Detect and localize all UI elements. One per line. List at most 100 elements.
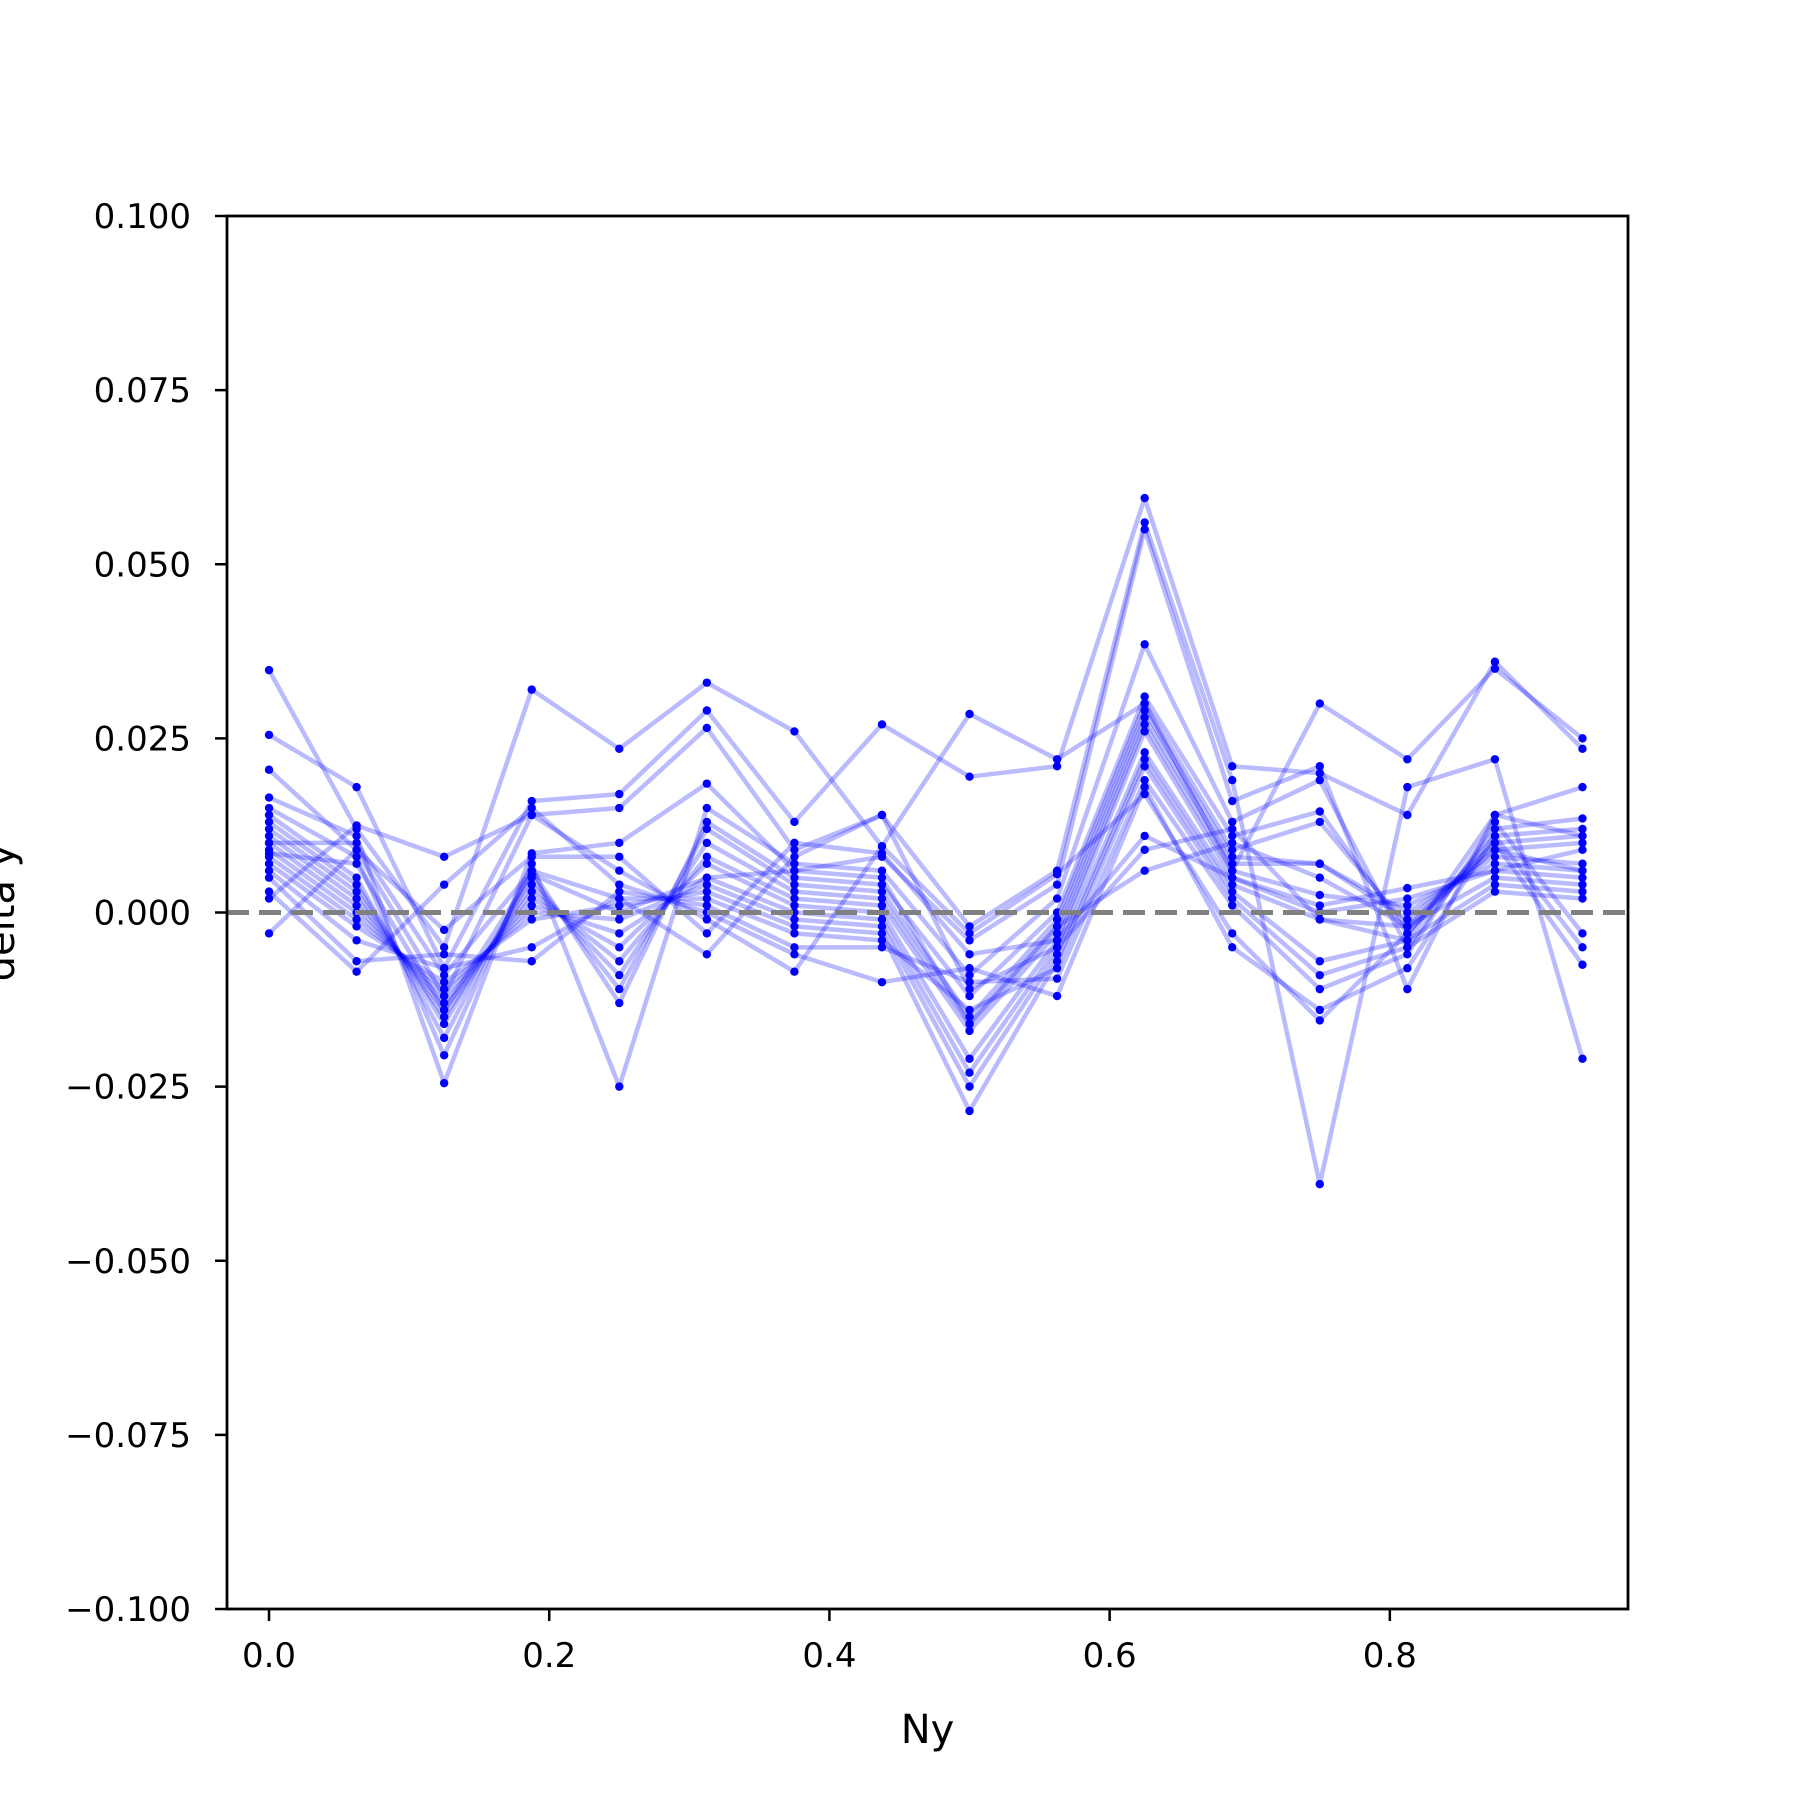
series-17-point-11 <box>1140 789 1149 799</box>
series-18-point-6 <box>702 929 712 938</box>
series-14-point-11 <box>1140 762 1149 771</box>
series-20-point-2 <box>352 859 361 868</box>
series-3-point-6 <box>702 723 712 733</box>
series-5-point-7 <box>790 859 799 868</box>
series-20-point-16 <box>1578 866 1587 875</box>
series-11-point-5 <box>615 929 624 938</box>
series-20-point-13 <box>1315 873 1324 882</box>
series-2-point-15 <box>1490 657 1500 666</box>
series-18-point-4 <box>527 852 536 861</box>
series-6-point-6 <box>702 817 712 827</box>
series-7-point-12 <box>1228 845 1237 855</box>
series-8-point-11 <box>1140 706 1149 715</box>
series-14-point-6 <box>702 894 712 903</box>
series-line-14 <box>267 763 1583 1013</box>
series-6-point-7 <box>790 873 799 882</box>
series-15-point-16 <box>1578 929 1587 938</box>
series-5-point-15 <box>1490 824 1500 834</box>
axes-layer: 0.0 0.2 0.4 0.6 0.8 0.100 0.075 0.050 0.025 0.000… <box>65 197 1630 1676</box>
series-2-point-1 <box>264 730 274 740</box>
series-18-point-9 <box>965 950 974 959</box>
series-3-point-5 <box>615 803 624 813</box>
series-16-point-8 <box>877 977 887 987</box>
series-12-point-3 <box>439 984 449 994</box>
series-5-point-9 <box>965 970 974 980</box>
series-12-point-10 <box>1052 950 1062 959</box>
series-15-point-2 <box>352 957 361 966</box>
series-12-point-6 <box>702 880 712 889</box>
y-tick-label: 0.075 <box>94 371 191 411</box>
x-tick-label: 0.2 <box>522 1636 576 1676</box>
series-4-point-11 <box>1140 525 1149 534</box>
series-17-point-9 <box>965 929 974 938</box>
series-9-point-13 <box>1315 859 1324 868</box>
series-6-point-12 <box>1228 831 1237 841</box>
series-3-point-15 <box>1490 755 1500 764</box>
series-2-point-9 <box>965 772 974 781</box>
series-line-1 <box>267 666 1584 950</box>
series-11-point-16 <box>1578 873 1587 882</box>
series-5-point-11 <box>1140 640 1149 649</box>
series-line-20 <box>268 840 1583 1027</box>
series-15-point-12 <box>1228 901 1237 910</box>
series-line-5 <box>267 642 1583 1089</box>
series-13-point-9 <box>965 1106 974 1116</box>
y-tick-label: −0.100 <box>65 1590 191 1630</box>
y-axis-label: delta y <box>0 844 24 982</box>
series-7-point-11 <box>1140 699 1149 708</box>
series-18-point-13 <box>1315 901 1324 910</box>
series-20-point-12 <box>1228 838 1237 848</box>
series-12-point-9 <box>965 1082 974 1091</box>
series-line-16 <box>267 784 1585 1013</box>
series-20-point-10 <box>1052 922 1062 931</box>
series-15-point-14 <box>1403 950 1412 959</box>
series-16-point-12 <box>1228 943 1237 952</box>
series-13-point-2 <box>352 922 361 931</box>
series-3-point-9 <box>965 922 974 931</box>
series-2-point-10 <box>1052 762 1062 771</box>
series-line-13 <box>267 757 1583 1114</box>
series-5-point-6 <box>702 803 712 813</box>
series-3-point-14 <box>1403 782 1412 792</box>
series-17-point-1 <box>264 894 274 903</box>
x-tick-label: 0.4 <box>802 1636 856 1676</box>
series-9-point-11 <box>1140 713 1149 722</box>
series-6-point-2 <box>352 873 361 882</box>
series-9-point-15 <box>1490 852 1500 861</box>
series-10-point-7 <box>790 901 799 910</box>
series-16-point-13 <box>1315 1005 1324 1015</box>
series-8-point-4 <box>527 880 536 889</box>
series-14-point-3 <box>439 964 449 973</box>
x-tick-label: 0.8 <box>1363 1636 1417 1676</box>
series-11-point-14 <box>1403 894 1412 903</box>
series-4-point-6 <box>702 779 712 788</box>
series-6-point-3 <box>439 1033 449 1043</box>
series-19-point-10 <box>1052 943 1062 952</box>
series-17-point-2 <box>352 821 361 830</box>
series-17-point-5 <box>615 866 624 875</box>
series-20-point-11 <box>1140 866 1149 875</box>
series-8-point-8 <box>877 894 887 903</box>
series-16-point-16 <box>1578 943 1587 952</box>
series-9-point-7 <box>790 894 799 903</box>
series-12-point-2 <box>352 915 361 924</box>
series-17-point-15 <box>1490 838 1500 848</box>
y-tick-label: −0.075 <box>65 1416 191 1456</box>
series-9-point-5 <box>615 957 624 966</box>
series-19-point-14 <box>1403 936 1412 945</box>
series-5-point-16 <box>1578 814 1587 823</box>
series-19-point-15 <box>1490 810 1500 820</box>
series-17-point-16 <box>1578 960 1587 969</box>
series-15-point-7 <box>790 943 799 952</box>
series-18-point-16 <box>1578 845 1587 855</box>
series-layer <box>264 493 1587 1189</box>
series-13-point-6 <box>702 887 712 896</box>
series-16-point-7 <box>790 950 799 959</box>
series-2-point-7 <box>790 817 799 827</box>
series-1-point-14 <box>1403 755 1412 764</box>
series-1-point-16 <box>1578 734 1587 743</box>
series-15-point-6 <box>702 901 712 910</box>
series-5-point-10 <box>1052 894 1062 903</box>
